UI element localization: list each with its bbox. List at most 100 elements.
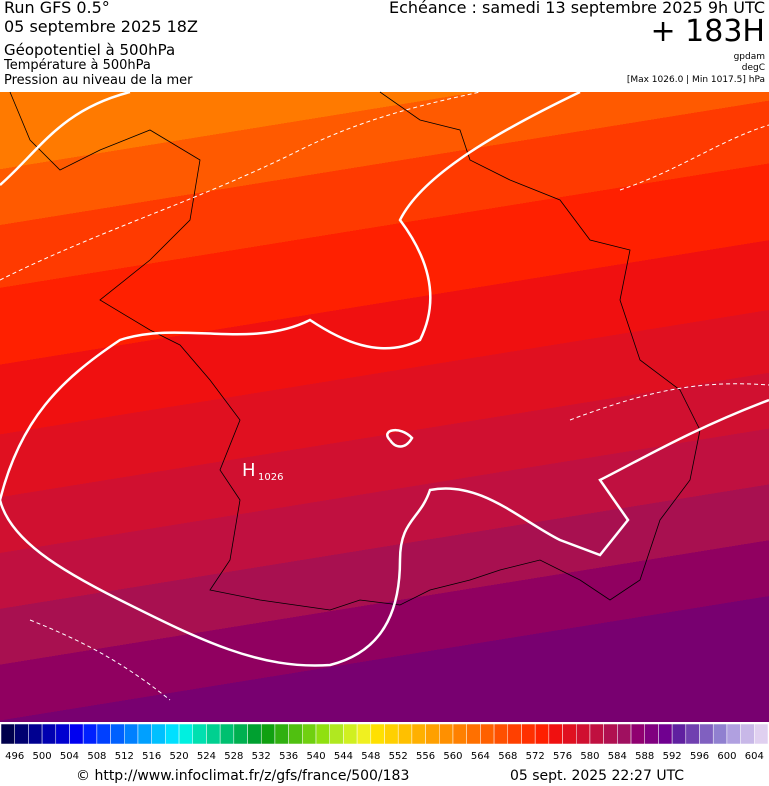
colorbar-cell [617, 723, 632, 745]
colorbar-cell [260, 723, 276, 745]
colorbar-cell [206, 723, 221, 745]
colorbar-cell [137, 723, 152, 745]
colorbar-cell [603, 723, 618, 745]
colorbar-cell [493, 723, 509, 745]
colorbar-cell [521, 723, 536, 745]
colorbar-cell [644, 723, 659, 745]
colorbar-label: 576 [553, 751, 572, 762]
colorbar-label: 568 [498, 751, 517, 762]
high-value: 1026 [258, 472, 283, 483]
colorbar-cell [247, 723, 262, 745]
colorbar-cell [370, 723, 385, 745]
colorbar-cell [754, 723, 769, 745]
colorbar-label: 556 [416, 751, 435, 762]
colorbar-label: 532 [252, 751, 271, 762]
colorbar-cell [534, 723, 550, 745]
colorbar-label: 516 [142, 751, 161, 762]
high-symbol: H [242, 460, 256, 481]
run-date: 05 septembre 2025 18Z [4, 17, 198, 36]
colorbar-cell [288, 723, 303, 745]
colorbar-label: 604 [745, 751, 764, 762]
colorbar-cell [548, 723, 563, 745]
colorbar-cell [630, 723, 645, 745]
colorbar-cell [110, 723, 125, 745]
temperature-field [0, 92, 769, 722]
colorbar-cell [151, 723, 166, 745]
colorbar-label: 592 [663, 751, 682, 762]
colorbar-label: 528 [224, 751, 243, 762]
colorbar-cell [69, 723, 84, 745]
colorbar-cell [329, 723, 344, 745]
colorbar-cell [726, 723, 741, 745]
colorbar-label: 504 [60, 751, 79, 762]
colorbar-label: 580 [580, 751, 599, 762]
source-url: © http://www.infoclimat.fr/z/gfs/france/… [76, 768, 410, 784]
colorbar-cell [576, 723, 591, 745]
colorbar-label: 588 [635, 751, 654, 762]
colorbar-cell [178, 723, 194, 745]
generated-time: 05 sept. 2025 22:27 UTC [510, 768, 685, 784]
unit: gpdam [733, 52, 765, 62]
colorbar-label: 552 [389, 751, 408, 762]
valid-time: Echéance : samedi 13 septembre 2025 9h U… [388, 0, 765, 17]
colorbar-label: 544 [334, 751, 353, 762]
colorbar-cell [685, 723, 700, 745]
temperature-contour [0, 91, 769, 701]
run: Run GFS 0.5° [4, 0, 110, 17]
colorbar-label: 496 [5, 751, 24, 762]
colorbar-cell [82, 723, 98, 745]
colorbar-cell [41, 723, 57, 745]
colorbar-cell [671, 723, 687, 745]
colorbar-label: 584 [608, 751, 627, 762]
colorbar-cell [315, 723, 330, 745]
colorbar-cell [219, 723, 235, 745]
lead-time: + 183H [650, 14, 766, 49]
colorbar-cell [343, 723, 358, 745]
colorbar-cell [740, 723, 755, 745]
colorbar-cell [233, 723, 248, 745]
field: Température à 500hPa [4, 58, 151, 73]
colorbar-cell [96, 723, 111, 745]
colorbar-cell [658, 723, 673, 745]
colorbar-cell [589, 723, 604, 745]
colorbar-label: 540 [306, 751, 325, 762]
colorbar-label: 536 [279, 751, 298, 762]
colorbar: 496 500 504 508 512 516 520 524 528 532 536 540 544 5… [0, 723, 769, 762]
colorbar-cell [562, 723, 577, 745]
colorbar-cell [425, 723, 440, 745]
colorbar-label: 596 [690, 751, 709, 762]
colorbar-cell [28, 723, 43, 745]
pressure-range: [Max 1026.0 | Min 1017.5] hPa [626, 75, 765, 85]
colorbar-cell [302, 723, 317, 745]
colorbar-cell [124, 723, 139, 745]
colorbar-cell [452, 723, 467, 745]
colorbar-label: 520 [170, 751, 189, 762]
colorbar-cell [466, 723, 481, 745]
unit: degC [741, 63, 765, 73]
colorbar-cell [165, 723, 180, 745]
colorbar-label: 524 [197, 751, 216, 762]
colorbar-label: 572 [526, 751, 545, 762]
colorbar-cell [14, 723, 29, 745]
colorbar-cell [356, 723, 372, 745]
colorbar-label: 564 [471, 751, 490, 762]
colorbar-cell [274, 723, 289, 745]
colorbar-label: 560 [443, 751, 462, 762]
colorbar-cell [384, 723, 399, 745]
colorbar-label: 512 [115, 751, 134, 762]
colorbar-cell [397, 723, 413, 745]
colorbar-cell [439, 723, 454, 745]
colorbar-label: 548 [361, 751, 380, 762]
field: Géopotentiel à 500hPa [4, 41, 176, 59]
colorbar-cell [192, 723, 207, 745]
colorbar-cell [480, 723, 495, 745]
colorbar-label: 600 [717, 751, 736, 762]
geopotential-contour [0, 90, 769, 667]
colorbar-cell [0, 723, 15, 745]
colorbar-cell [411, 723, 426, 745]
colorbar-cell [507, 723, 522, 745]
colorbar-cell [55, 723, 70, 745]
coastline [9, 91, 701, 611]
